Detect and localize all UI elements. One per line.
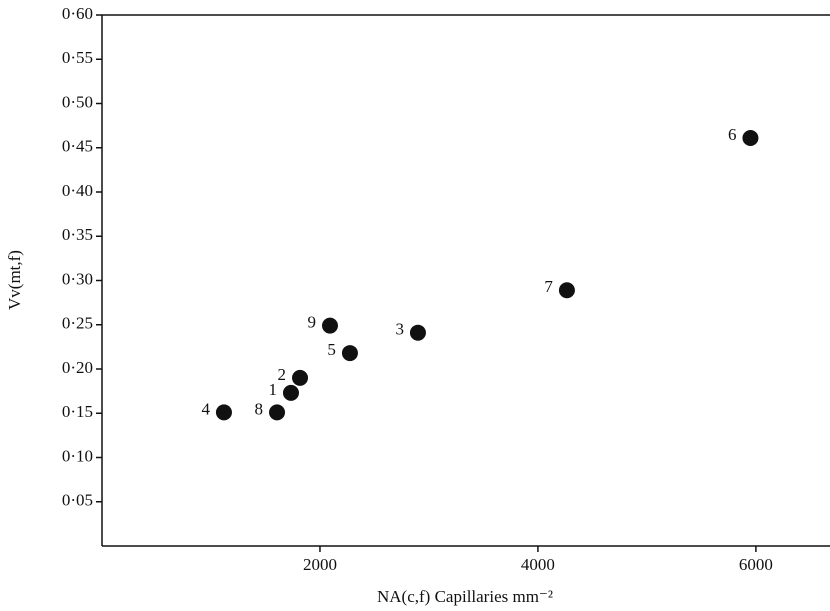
y-tick-label: 0·25: [62, 314, 93, 333]
point-label: 1: [268, 380, 277, 399]
point-label: 6: [728, 125, 737, 144]
point-label: 2: [278, 365, 287, 384]
point-label: 9: [307, 313, 316, 332]
point-label: 5: [327, 340, 336, 359]
point-label: 8: [255, 399, 264, 418]
point: [269, 404, 286, 421]
y-tick-label: 0·20: [62, 358, 93, 377]
point-label: 3: [395, 320, 404, 339]
y-tick-label: 0·60: [62, 4, 93, 23]
y-tick-label: 0·35: [62, 225, 93, 244]
y-axis-label: Vv(mt,f): [5, 250, 24, 310]
x-tick-label: 4000: [521, 555, 555, 574]
y-tick-label: 0·50: [62, 92, 93, 111]
y-tick-label: 0·45: [62, 137, 93, 156]
x-tick-label: 2000: [303, 555, 337, 574]
y-tick-label: 0·15: [62, 402, 93, 421]
x-axis-label: NA(c,f) Capillaries mm⁻²: [377, 587, 553, 606]
point: [341, 345, 358, 362]
y-tick-label: 0·30: [62, 269, 93, 288]
y-tick-label: 0·40: [62, 181, 93, 200]
point: [215, 404, 232, 421]
point: [292, 369, 309, 386]
point: [742, 130, 759, 147]
point: [409, 324, 426, 341]
point-label: 7: [544, 277, 553, 296]
y-tick-label: 0·05: [62, 491, 93, 510]
x-tick-label: 6000: [739, 555, 773, 574]
point: [282, 384, 299, 401]
point: [321, 317, 338, 334]
y-tick-label: 0·55: [62, 48, 93, 67]
y-tick-label: 0·10: [62, 446, 93, 465]
point: [558, 282, 575, 299]
point-label: 4: [201, 399, 210, 418]
